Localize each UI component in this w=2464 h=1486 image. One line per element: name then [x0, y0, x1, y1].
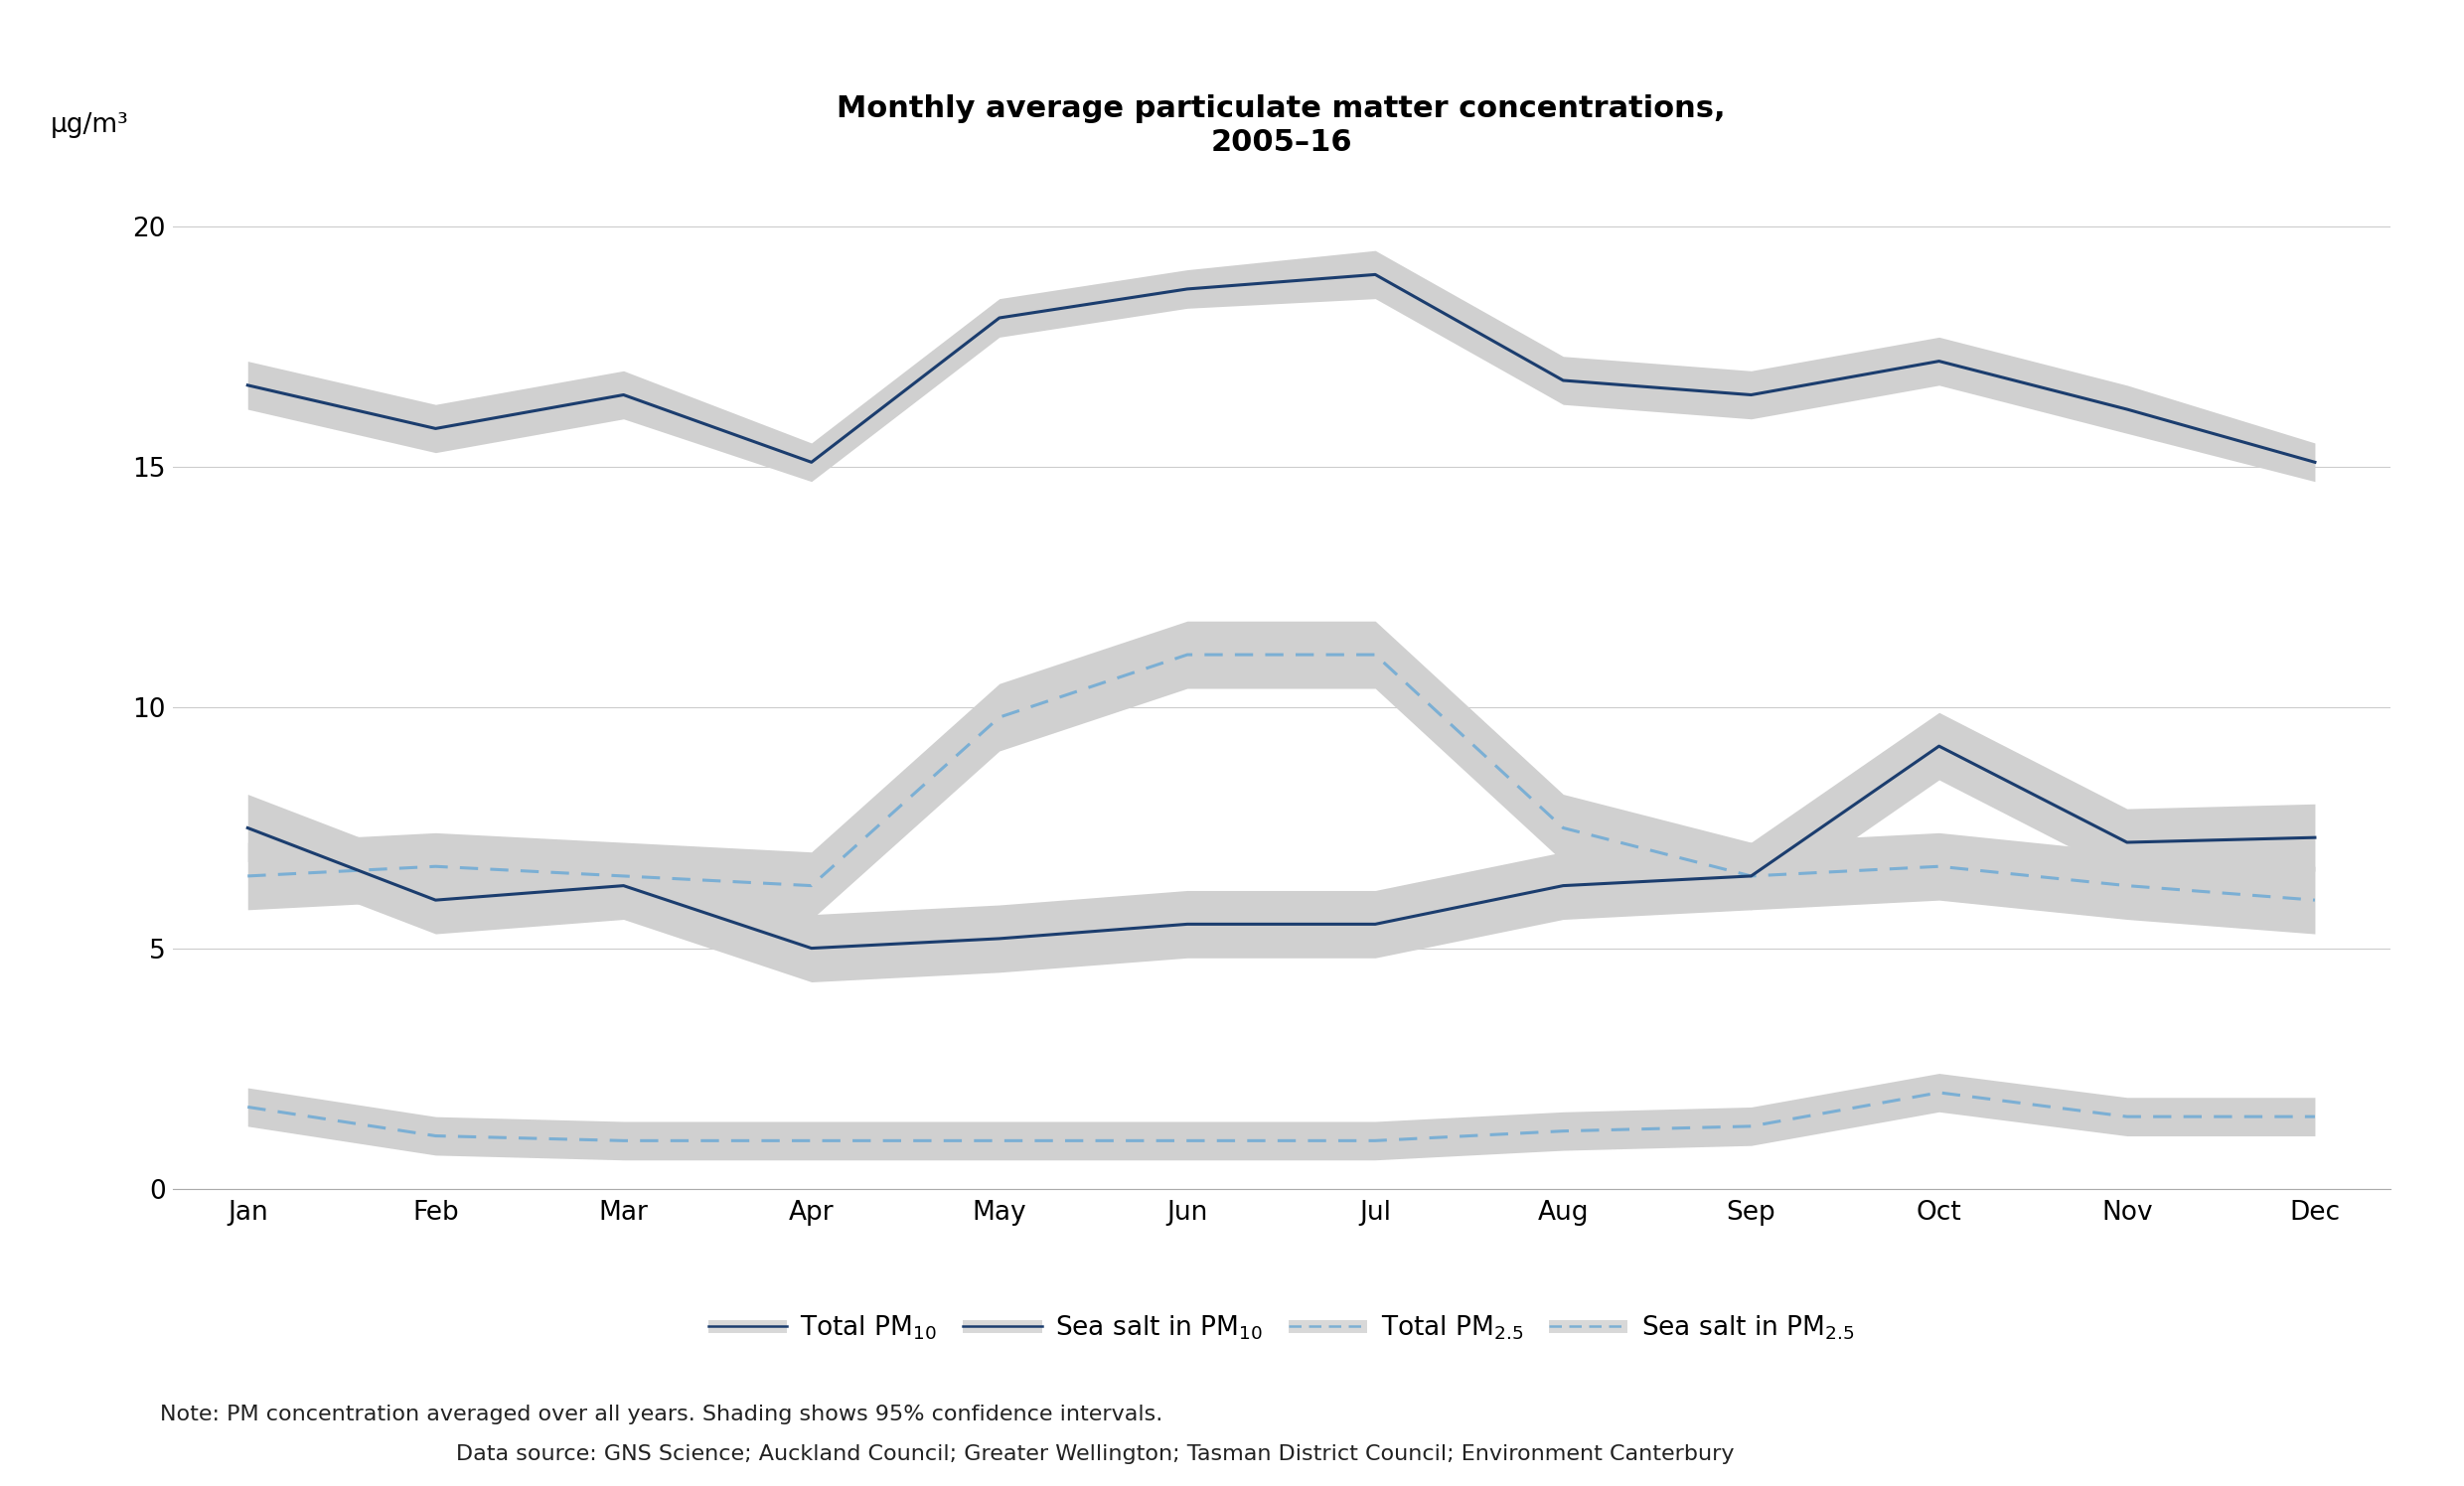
Title: Monthly average particulate matter concentrations,
2005–16: Monthly average particulate matter conce… [838, 95, 1725, 156]
Text: Data source: GNS Science; Auckland Council; Greater Wellington; Tasman District : Data source: GNS Science; Auckland Counc… [456, 1444, 1735, 1464]
Text: μg/m³: μg/m³ [52, 111, 128, 138]
Text: Note: PM concentration averaged over all years. Shading shows 95% confidence int: Note: PM concentration averaged over all… [160, 1404, 1163, 1424]
Legend: Total PM$_{10}$, Sea salt in PM$_{10}$, Total PM$_{2.5}$, Sea salt in PM$_{2.5}$: Total PM$_{10}$, Sea salt in PM$_{10}$, … [697, 1303, 1865, 1352]
